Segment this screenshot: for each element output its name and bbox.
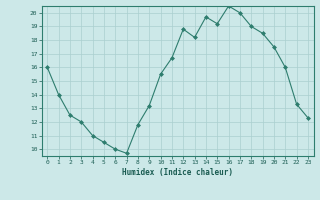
X-axis label: Humidex (Indice chaleur): Humidex (Indice chaleur) <box>122 168 233 177</box>
